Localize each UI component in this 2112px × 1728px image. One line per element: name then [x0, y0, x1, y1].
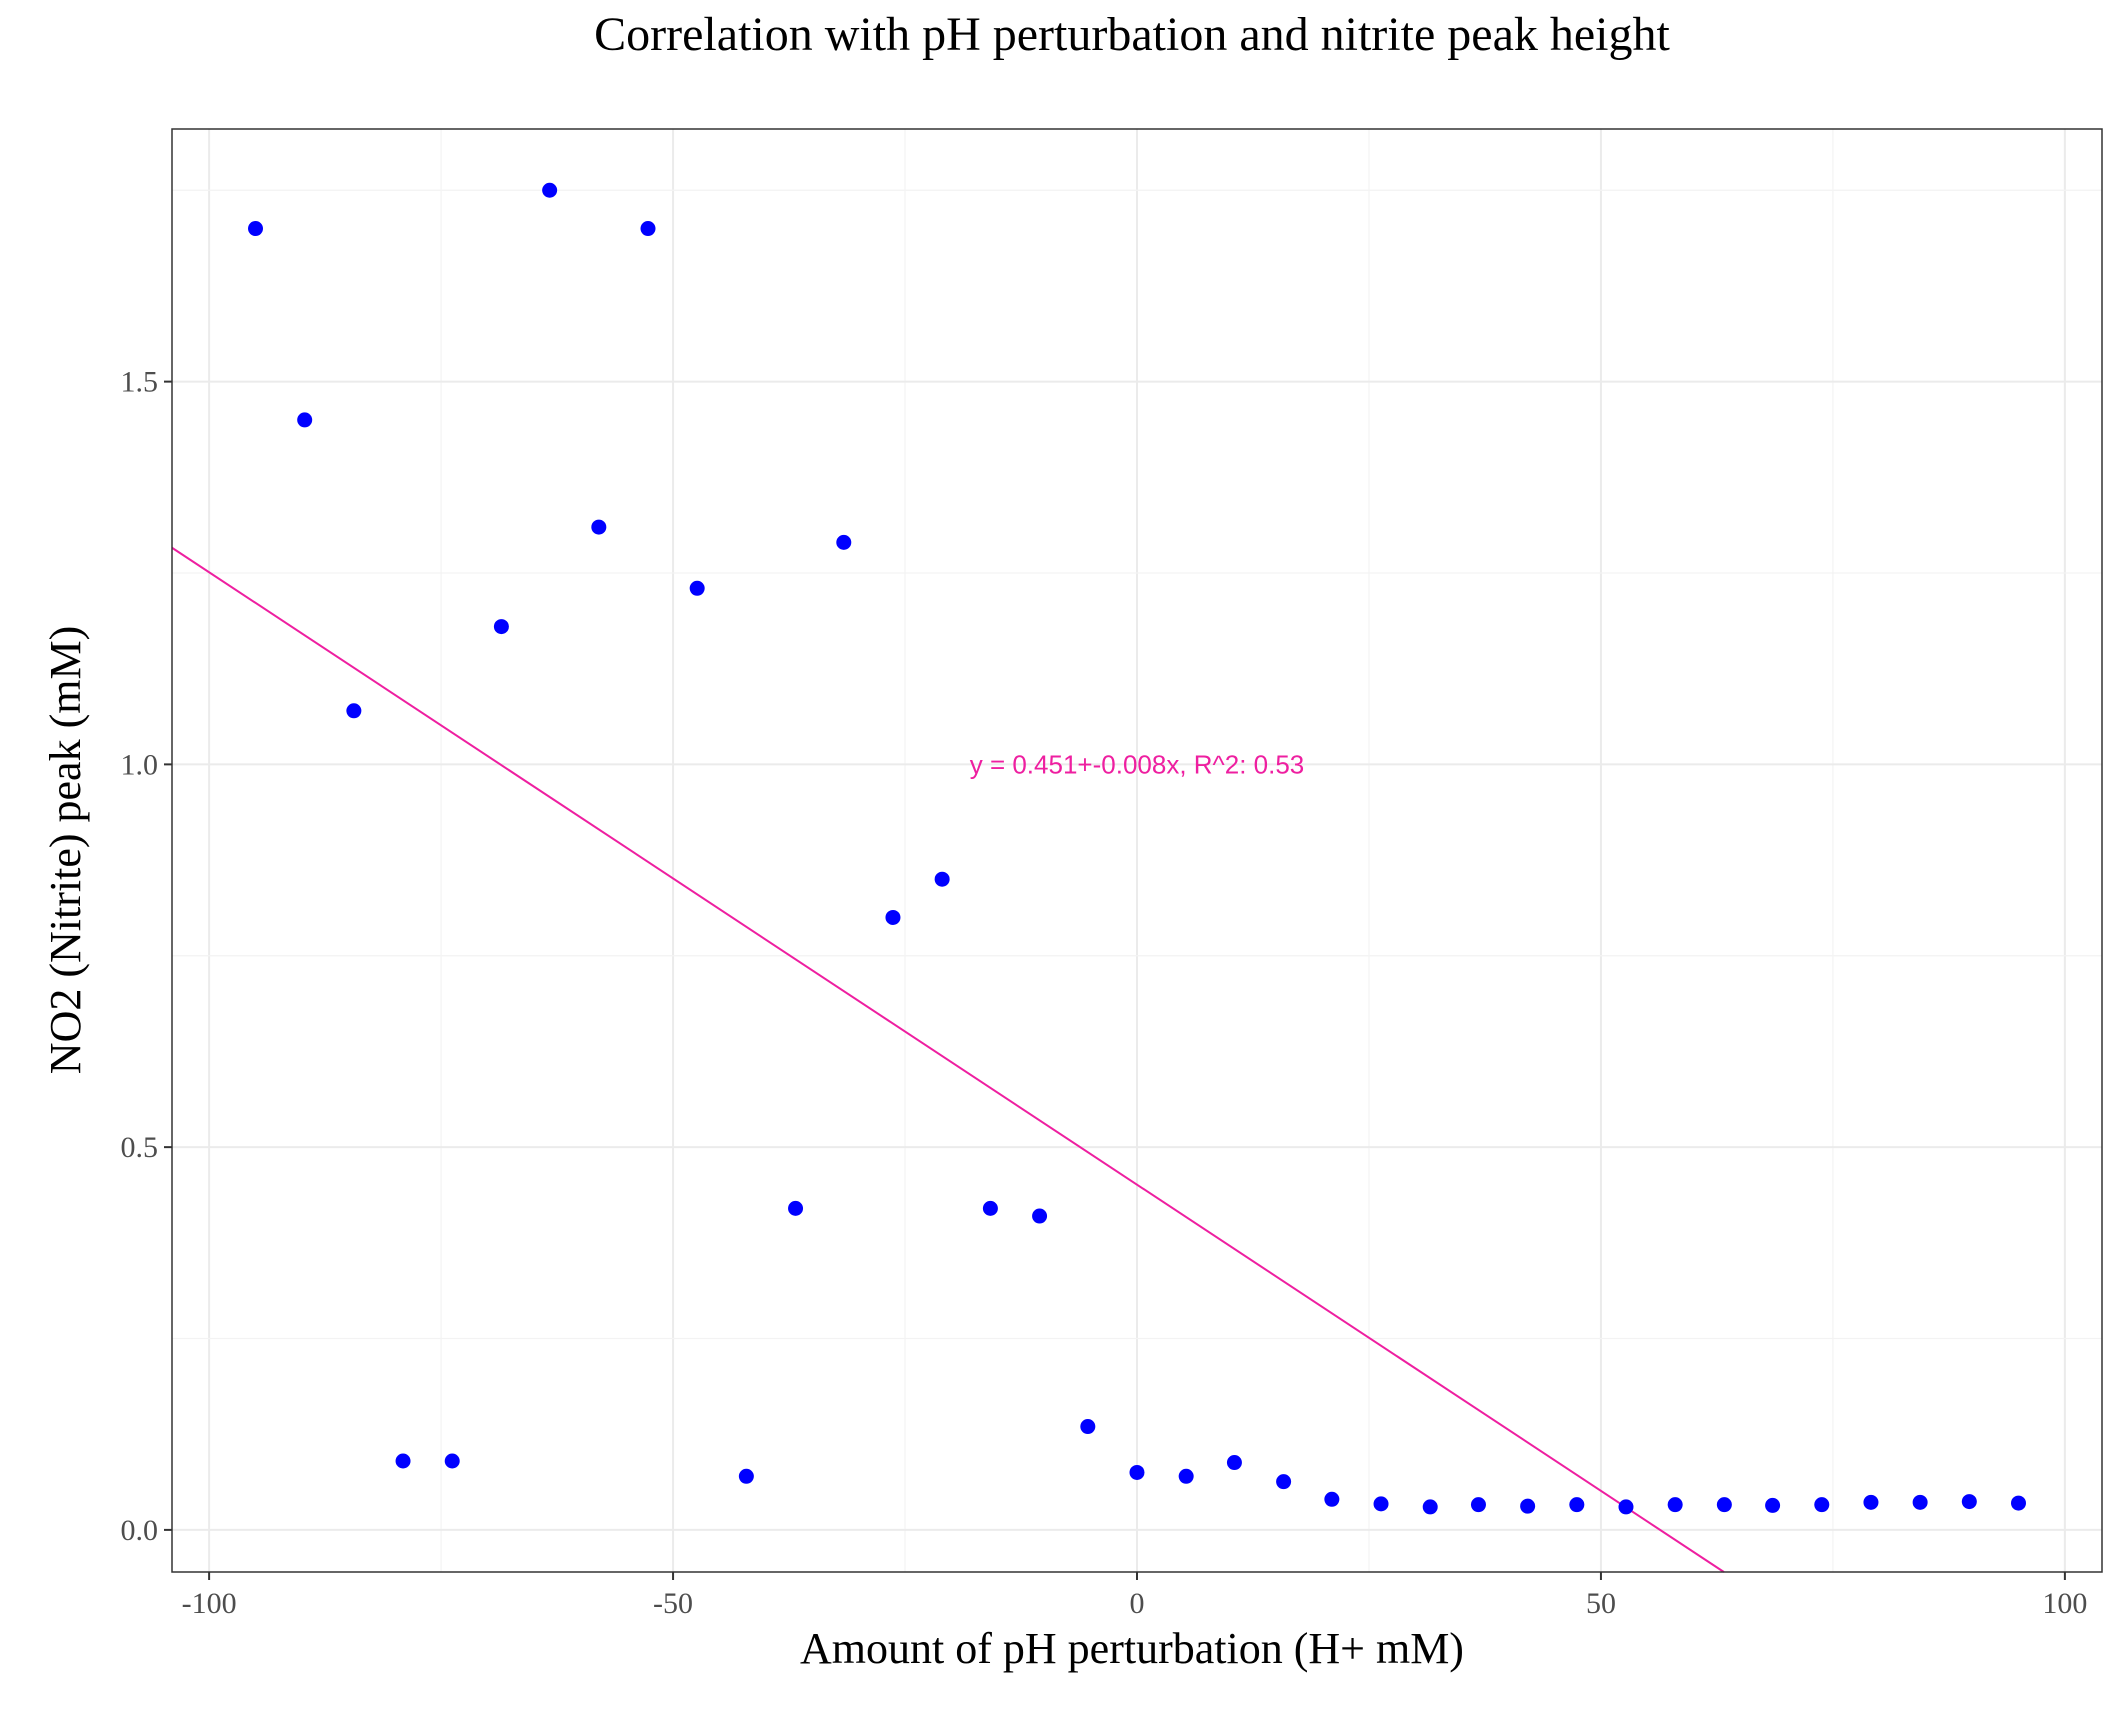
data-point: [1129, 1464, 1145, 1480]
data-point: [689, 580, 705, 596]
data-point: [1178, 1468, 1194, 1484]
data-point: [1569, 1497, 1585, 1513]
y-axis-title: NO2 (Nitrite) peak (mM): [41, 626, 90, 1074]
data-point: [1814, 1497, 1830, 1513]
x-tick-label: 0: [1130, 1587, 1145, 1620]
data-point: [493, 619, 509, 635]
data-point: [934, 871, 950, 887]
data-point: [1667, 1497, 1683, 1513]
data-point: [1765, 1497, 1781, 1513]
x-tick-label: -100: [182, 1587, 237, 1620]
data-point: [346, 703, 362, 719]
data-point: [542, 182, 558, 198]
data-point: [1422, 1499, 1438, 1515]
x-axis: -100 -50 0 50 100: [182, 1572, 2087, 1620]
regression-layer: [171, 546, 1725, 1573]
y-axis: 0.0 0.5 1.0 1.5: [121, 366, 172, 1547]
data-points: [248, 182, 2026, 1515]
data-point: [1080, 1419, 1096, 1435]
data-point: [738, 1468, 754, 1484]
y-tick-label: 1.5: [121, 366, 159, 399]
data-point: [640, 221, 656, 237]
data-point: [297, 412, 313, 428]
data-point: [1032, 1208, 1048, 1224]
data-point: [788, 1200, 804, 1216]
data-point: [1276, 1474, 1292, 1490]
data-point: [1961, 1494, 1977, 1510]
data-point: [1470, 1497, 1486, 1513]
regression-line: [171, 546, 1725, 1573]
data-point: [1373, 1496, 1389, 1512]
data-point: [1618, 1499, 1634, 1515]
x-tick-label: 100: [2042, 1587, 2087, 1620]
regression-equation: y = 0.451+-0.008x, R^2: 0.53: [970, 749, 1305, 779]
x-tick-label: 50: [1586, 1587, 1616, 1620]
y-tick-label: 1.0: [121, 748, 159, 781]
data-point: [982, 1200, 998, 1216]
data-point: [395, 1453, 411, 1469]
data-point: [836, 534, 852, 550]
data-point: [591, 519, 607, 535]
data-point: [1912, 1494, 1928, 1510]
data-point: [2010, 1495, 2026, 1511]
data-point: [1520, 1498, 1536, 1514]
x-axis-title: Amount of pH perturbation (H+ mM): [800, 1624, 1464, 1673]
x-tick-label: -50: [653, 1587, 693, 1620]
data-point: [444, 1453, 460, 1469]
data-point: [248, 221, 264, 237]
data-point: [1226, 1455, 1242, 1471]
data-point: [1716, 1497, 1732, 1513]
data-point: [1324, 1491, 1340, 1507]
chart-title: Correlation with pH perturbation and nit…: [594, 8, 1670, 61]
grid: [172, 129, 2102, 1572]
data-point: [885, 909, 901, 925]
y-tick-label: 0.5: [121, 1131, 159, 1164]
data-point: [1863, 1494, 1879, 1510]
y-tick-label: 0.0: [121, 1514, 159, 1547]
